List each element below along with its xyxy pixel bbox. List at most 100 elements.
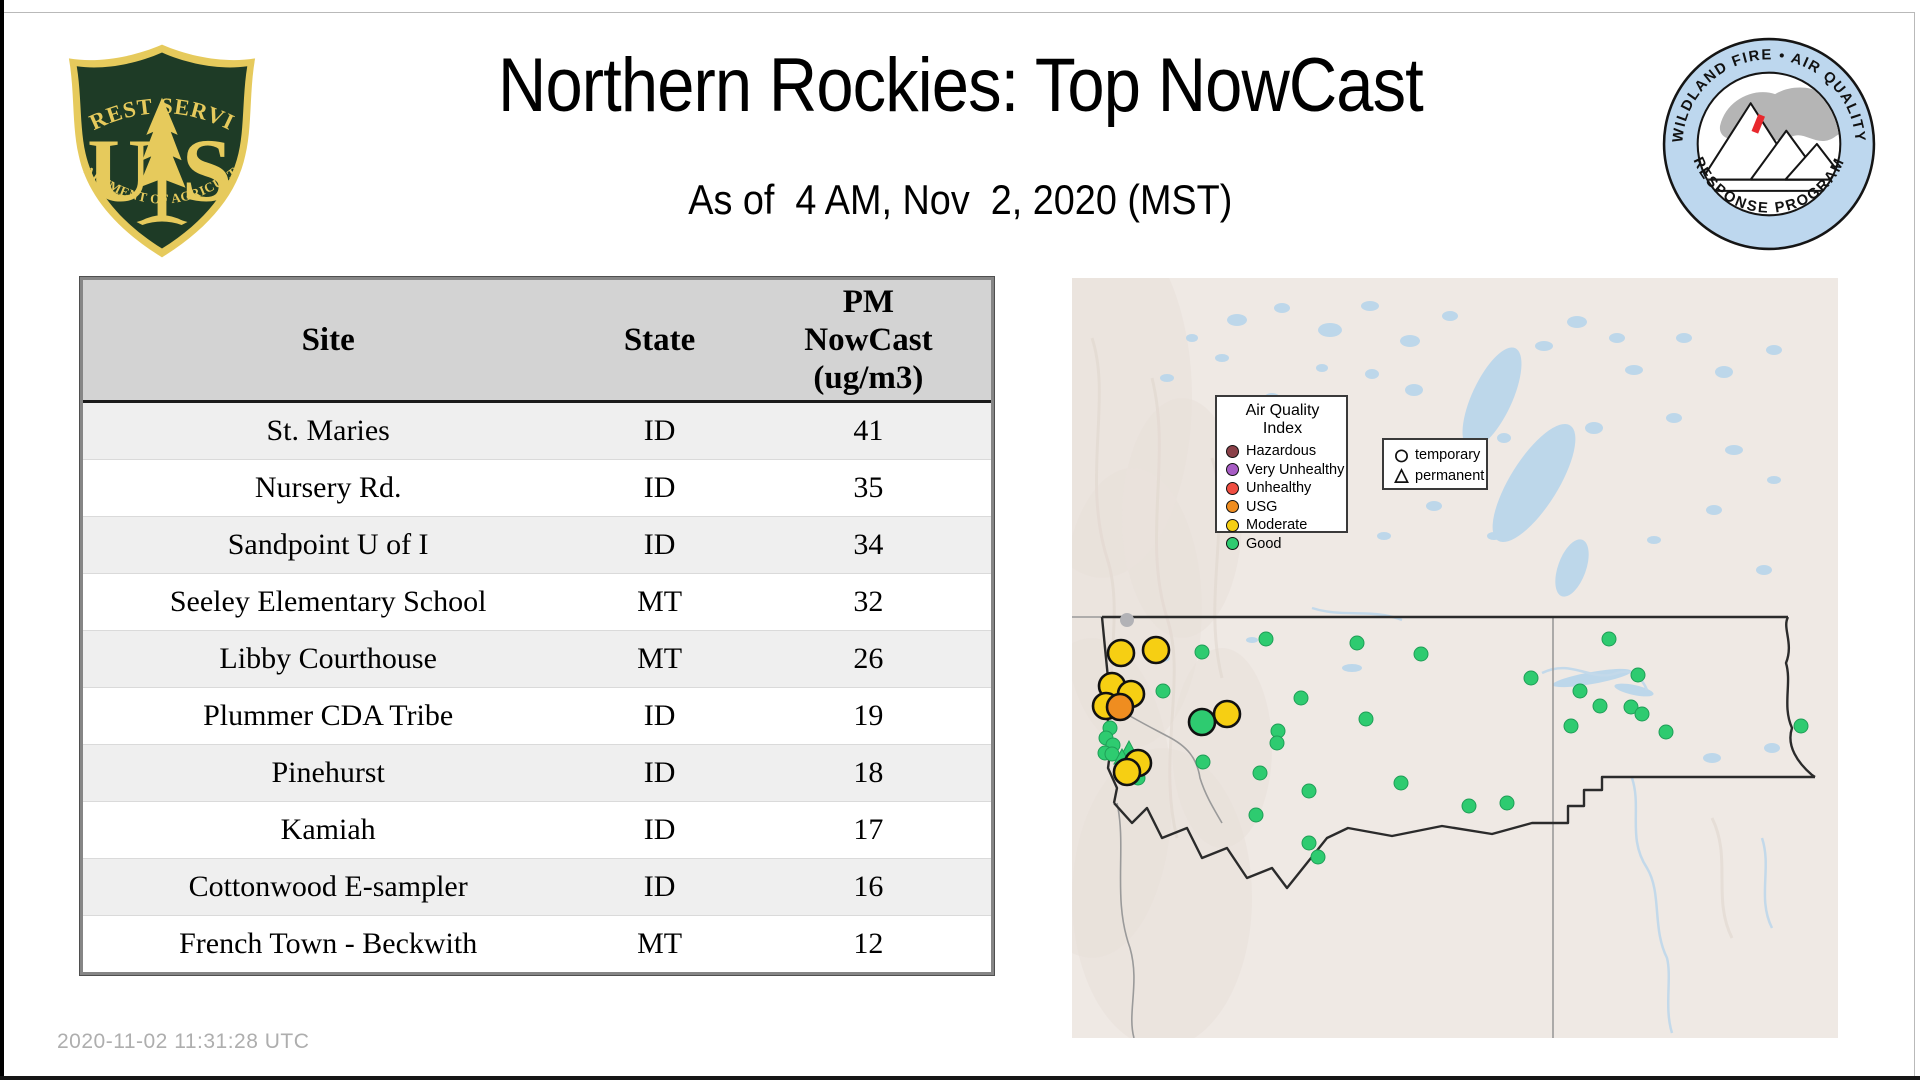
aqi-legend-item: Unhealthy — [1226, 479, 1339, 498]
temporary-circle-icon — [1395, 448, 1408, 462]
cell-state: ID — [573, 516, 746, 574]
generated-timestamp: 2020-11-02 11:31:28 UTC — [57, 1030, 310, 1053]
cell-pm: 41 — [745, 401, 991, 460]
monitor-map: Air Quality Index Hazardous Very Unhealth… — [1072, 278, 1838, 1038]
aqi-legend-item: Hazardous — [1226, 442, 1339, 461]
aqi-legend-label: Good — [1246, 535, 1282, 552]
cell-state: MT — [573, 630, 746, 688]
table-row: Cottonwood E-sampler ID 16 — [83, 858, 991, 916]
cell-state: MT — [573, 573, 746, 631]
monitor-dot-good — [1601, 631, 1617, 647]
monitor-dot-good — [1563, 718, 1579, 734]
monitor-dot-good — [1413, 646, 1429, 662]
monitor-circle-good — [1187, 707, 1217, 737]
table-row: Libby Courthouse MT 26 — [83, 630, 991, 688]
cell-site: Nursery Rd. — [83, 459, 574, 517]
cell-site: Kamiah — [83, 801, 574, 859]
window-edge-left — [0, 0, 4, 1080]
cell-pm: 17 — [745, 801, 991, 859]
cell-site: Pinehurst — [83, 744, 574, 802]
monitor-dot-good — [1195, 754, 1211, 770]
monitor-dot-good — [1393, 775, 1409, 791]
usfs-shield-icon: FOREST SERVICE U S DEPARTMENT OF AGRICUL… — [55, 21, 256, 258]
monitor-dot-good — [1258, 631, 1274, 647]
aqi-legend-label: Moderate — [1246, 517, 1308, 534]
column-header-site: Site — [83, 280, 574, 403]
aqi-color-dot-icon — [1226, 444, 1239, 458]
monitor-dot-good — [1358, 711, 1374, 727]
cell-site: Plummer CDA Tribe — [83, 687, 574, 745]
usfs-letter-s: S — [182, 120, 232, 220]
monitor-dot-good — [1630, 667, 1646, 683]
aqi-color-dot-icon — [1226, 463, 1239, 477]
nowcast-table: Site State PM NowCast (ug/m3) St. Maries… — [79, 276, 995, 976]
cell-state: MT — [573, 915, 746, 972]
column-header-pm: PM NowCast (ug/m3) — [745, 280, 991, 403]
table-row: French Town - Beckwith MT 12 — [83, 915, 991, 972]
monitor-dot-good — [1301, 783, 1317, 799]
monitor-dot-good — [1155, 683, 1171, 699]
cell-pm: 12 — [745, 915, 991, 972]
monitor-dot-good — [1248, 807, 1264, 823]
aqi-color-dot-icon — [1226, 500, 1239, 514]
monitor-dot-good — [1349, 635, 1365, 651]
aqi-legend-item: Good — [1226, 535, 1339, 554]
monitor-circle-moderate — [1106, 638, 1136, 668]
cell-state: ID — [573, 459, 746, 517]
aqi-legend-title: Air Quality Index — [1245, 402, 1320, 437]
column-header-state: State — [573, 280, 746, 403]
airfire-logo: WILDLAND FIRE • AIR QUALITY RESPONSE PRO… — [1661, 36, 1877, 252]
monitor-dot-good — [1301, 835, 1317, 851]
monitor-dot-good — [1523, 670, 1539, 686]
monitor-dot-good — [1461, 798, 1477, 814]
page-title: Northern Rockies: Top NowCast — [497, 43, 1424, 128]
usfs-logo: FOREST SERVICE U S DEPARTMENT OF AGRICUL… — [55, 21, 260, 262]
cell-state: ID — [573, 858, 746, 916]
symbol-legend-item: permanent — [1394, 465, 1484, 486]
monitor-dot-good — [1634, 706, 1650, 722]
cell-pm: 32 — [745, 573, 991, 631]
page-subtitle: As of 4 AM, Nov 2, 2020 (MST) — [687, 176, 1233, 223]
monitor-markers — [1091, 613, 1809, 865]
cell-pm: 26 — [745, 630, 991, 688]
monitor-dot-good — [1592, 698, 1608, 714]
pine-tree-icon — [136, 97, 188, 225]
monitor-circle-usg — [1105, 692, 1135, 722]
cell-state: ID — [573, 744, 746, 802]
cell-pm: 16 — [745, 858, 991, 916]
monitor-dot-good — [1293, 690, 1309, 706]
aqi-legend: Air Quality Index Hazardous Very Unhealth… — [1215, 395, 1348, 552]
table-row: Kamiah ID 17 — [83, 801, 991, 859]
aqi-legend-label: Unhealthy — [1246, 480, 1312, 497]
monitor-dot-good — [1252, 765, 1268, 781]
flame-mark-icon — [1751, 113, 1766, 134]
table-row: Nursery Rd. ID 35 — [83, 459, 991, 517]
window-edge-right — [1914, 12, 1915, 1076]
cell-site: Seeley Elementary School — [83, 573, 574, 631]
aqi-legend-item: USG — [1226, 498, 1339, 517]
window-edge-top — [4, 12, 1914, 13]
airfire-ring-icon: WILDLAND FIRE • AIR QUALITY RESPONSE PRO… — [1662, 37, 1876, 251]
aqi-legend-item: Moderate — [1226, 516, 1339, 535]
monitor-circle-moderate — [1141, 635, 1171, 665]
monitor-dot-good — [1793, 718, 1809, 734]
cell-state: ID — [573, 401, 746, 460]
monitor-circle-moderate — [1112, 757, 1142, 787]
table-row: Plummer CDA Tribe ID 19 — [83, 687, 991, 745]
cell-state: ID — [573, 801, 746, 859]
aqi-color-dot-icon — [1226, 481, 1239, 495]
monitor-dot-good — [1499, 795, 1515, 811]
window-edge-bottom — [0, 1076, 1920, 1080]
cell-pm: 19 — [745, 687, 991, 745]
table-row: Sandpoint U of I ID 34 — [83, 516, 991, 574]
symbol-legend-item: temporary — [1394, 444, 1482, 465]
cell-pm: 34 — [745, 516, 991, 574]
monitor-dot-good — [1623, 699, 1639, 715]
monitor-dot-good — [1194, 644, 1210, 660]
monitor-dot-good — [1572, 683, 1588, 699]
table-row: Pinehurst ID 18 — [83, 744, 991, 802]
aqi-legend-label: Very Unhealthy — [1246, 461, 1345, 478]
cell-pm: 18 — [745, 744, 991, 802]
cell-site: St. Maries — [83, 401, 574, 460]
